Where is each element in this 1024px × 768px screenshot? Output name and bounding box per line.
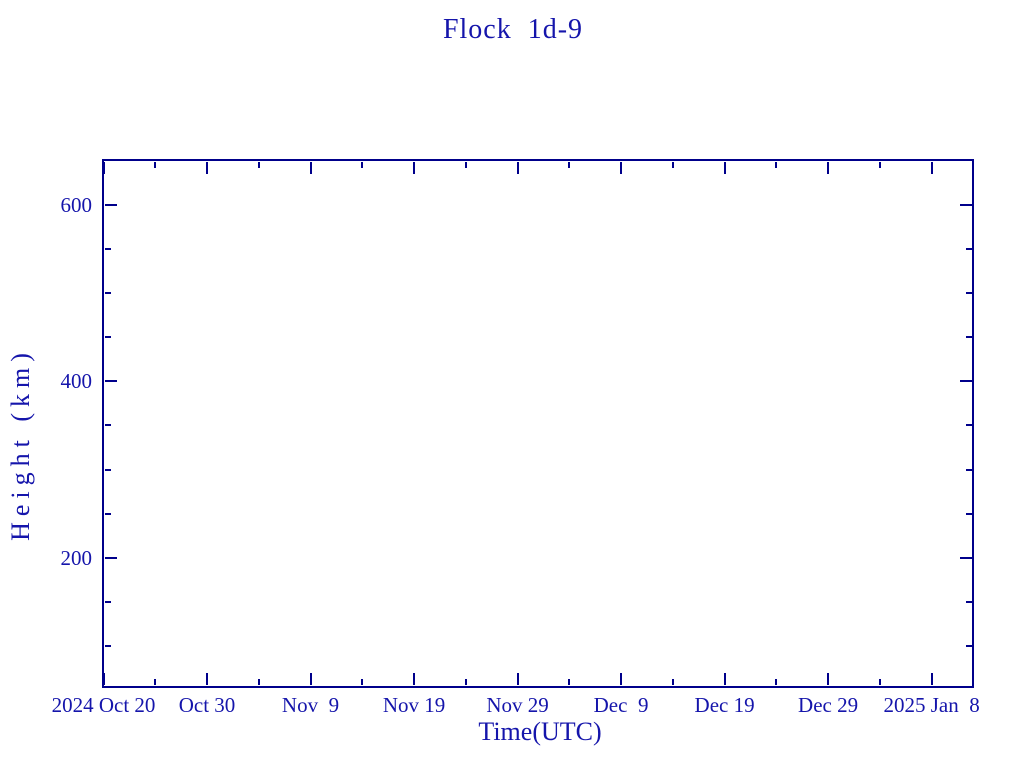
tick-mark	[105, 380, 117, 382]
tick-mark	[959, 204, 972, 206]
tick-mark	[965, 645, 972, 647]
tick-mark	[361, 162, 363, 168]
tick-mark	[672, 162, 674, 168]
x-tick-label: Oct 30	[178, 693, 236, 717]
tick-mark	[105, 292, 111, 294]
tick-mark	[105, 424, 111, 426]
tick-mark	[105, 601, 111, 603]
tick-mark	[310, 162, 312, 174]
tick-mark	[827, 673, 829, 685]
tick-mark	[517, 162, 519, 174]
x-tick-label: 2024 Oct 20	[51, 693, 156, 717]
tick-mark	[724, 673, 726, 685]
y-tick-label: 600	[60, 192, 93, 217]
tick-mark	[775, 679, 777, 685]
x-tick-label: Nov 9	[281, 693, 340, 717]
plot-area	[102, 159, 974, 688]
tick-mark	[154, 162, 156, 168]
tick-mark	[105, 336, 111, 338]
tick-mark	[103, 162, 105, 174]
x-tick-label: Dec 19	[694, 693, 755, 717]
tick-mark	[959, 557, 972, 559]
tick-mark	[620, 162, 622, 174]
tick-mark	[931, 673, 933, 685]
tick-mark	[465, 162, 467, 168]
tick-mark	[103, 673, 105, 685]
x-tick-label: Nov 19	[382, 693, 446, 717]
tick-mark	[413, 162, 415, 174]
chart-title: Flock 1d-9	[442, 14, 584, 45]
tick-mark	[672, 679, 674, 685]
tick-mark	[620, 673, 622, 685]
tick-mark	[105, 204, 117, 206]
tick-mark	[258, 679, 260, 685]
tick-mark	[827, 162, 829, 174]
tick-mark	[361, 679, 363, 685]
tick-mark	[154, 679, 156, 685]
tick-mark	[931, 162, 933, 174]
tick-mark	[105, 248, 111, 250]
tick-mark	[105, 469, 111, 471]
tick-mark	[105, 513, 111, 515]
tick-mark	[105, 645, 111, 647]
x-tick-label: 2025 Jan 8	[883, 693, 980, 717]
tick-mark	[568, 162, 570, 168]
tick-mark	[206, 162, 208, 174]
tick-mark	[105, 557, 117, 559]
tick-mark	[965, 513, 972, 515]
x-tick-label: Dec 9	[593, 693, 649, 717]
tick-mark	[879, 162, 881, 168]
tick-mark	[413, 673, 415, 685]
tick-mark	[310, 673, 312, 685]
tick-mark	[959, 380, 972, 382]
tick-mark	[465, 679, 467, 685]
tick-mark	[965, 248, 972, 250]
tick-mark	[724, 162, 726, 174]
tick-mark	[965, 601, 972, 603]
x-tick-label: Dec 29	[798, 693, 859, 717]
tick-mark	[568, 679, 570, 685]
x-tick-label: Nov 29	[486, 693, 549, 717]
tick-mark	[517, 673, 519, 685]
y-tick-label: 200	[60, 545, 93, 570]
tick-mark	[258, 162, 260, 168]
tick-mark	[879, 679, 881, 685]
tick-mark	[775, 162, 777, 168]
tick-mark	[965, 424, 972, 426]
tick-mark	[965, 336, 972, 338]
y-tick-label: 400	[60, 369, 93, 394]
tick-mark	[965, 469, 972, 471]
x-axis-title: Time(UTC)	[478, 717, 602, 746]
tick-mark	[206, 673, 208, 685]
y-axis-title: Height (km)	[6, 347, 35, 541]
tick-mark	[965, 292, 972, 294]
